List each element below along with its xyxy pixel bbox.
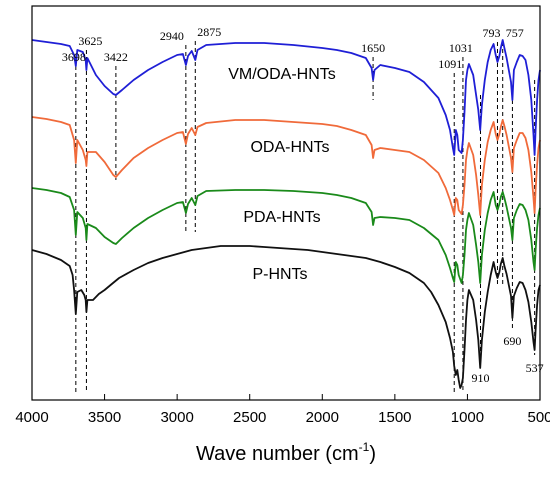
- x-axis-ticks: 4000 3500 3000 2500 2000 1500 1000 500: [15, 394, 550, 426]
- series-label-p-hnts: P-HNTs: [252, 266, 307, 283]
- series-label-pda-hnts: PDA-HNTs: [243, 209, 320, 226]
- peak-label: 1650: [361, 41, 385, 55]
- x-axis-label-main: Wave number (cm: [196, 443, 359, 465]
- x-tick-label: 2500: [233, 409, 266, 426]
- peak-label: 1031: [449, 41, 473, 55]
- peak-label: 793: [482, 26, 500, 40]
- peak-label: 3698: [62, 50, 86, 64]
- x-tick-label: 2000: [306, 409, 339, 426]
- series-label-oda-hnts: ODA-HNTs: [250, 139, 329, 156]
- x-tick-label: 4000: [15, 409, 48, 426]
- spectra-series: [31, 39, 541, 389]
- plot-frame: [31, 5, 541, 401]
- peak-label: 3625: [78, 34, 102, 48]
- x-tick-label: 3500: [88, 409, 121, 426]
- x-axis-label: Wave number (cm-1): [196, 440, 376, 465]
- peak-label: 537: [526, 361, 544, 375]
- series-label-vm-oda-hnts: VM/ODA-HNTs: [228, 66, 336, 83]
- peak-label: 1091: [438, 57, 462, 71]
- x-tick-label: 3000: [160, 409, 193, 426]
- x-axis-label-sup: -1: [359, 440, 370, 454]
- peak-label: 2940: [160, 29, 184, 43]
- x-tick-label: 1500: [378, 409, 411, 426]
- peak-label: 910: [471, 371, 489, 385]
- series-line-pda-hnts: [31, 187, 541, 284]
- series-labels: VM/ODA-HNTs ODA-HNTs PDA-HNTs P-HNTs: [228, 66, 336, 283]
- x-tick-label: 1000: [451, 409, 484, 426]
- series-line-oda-hnts: [31, 116, 541, 216]
- peak-label: 757: [506, 26, 524, 40]
- series-line-p-hnts: [31, 245, 541, 389]
- peak-label: 690: [503, 334, 521, 348]
- x-tick-label: 500: [527, 409, 550, 426]
- peak-label: 3422: [104, 50, 128, 64]
- x-axis-label-close: ): [369, 443, 376, 465]
- peak-label: 2875: [197, 25, 221, 39]
- series-line-vm-oda-hnts: [31, 39, 541, 156]
